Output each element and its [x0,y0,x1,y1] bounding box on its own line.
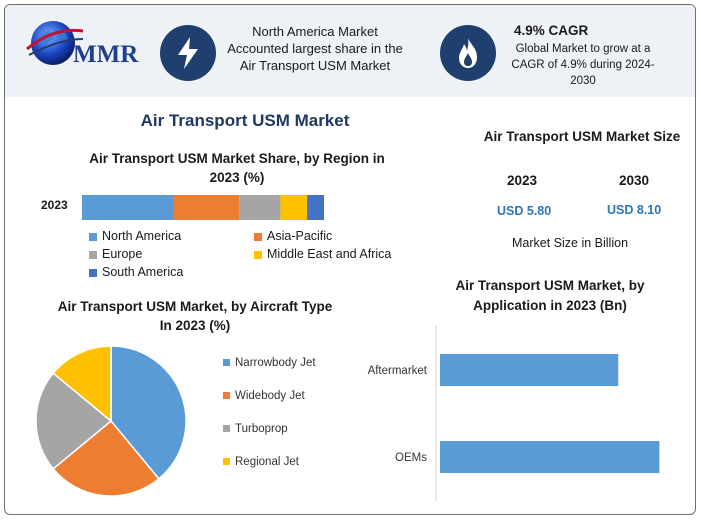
legend-label: North America [102,229,182,243]
legend-label: Narrowbody Jet [235,357,316,369]
lightning-icon [160,25,216,81]
flame-icon [440,25,496,81]
legend-swatch [254,232,262,241]
infographic-frame: MMR North America Market Accounted large… [4,4,696,515]
legend-label: Europe [102,247,143,261]
size-year-2030: 2030 [619,173,650,188]
pie-slice-widebody-jet [52,419,160,497]
application-category-label: OEMs [395,452,427,464]
aircraft-chart-title: Air Transport USM Market, by Aircraft Ty… [57,299,333,333]
application-bar-chart: Aftermarket OEMs [368,325,660,501]
legend-swatch [223,458,230,466]
region-bar-segment-asia-pacific [173,195,240,220]
pie-slice-regional-jet [52,345,112,423]
legend-label: Asia-Pacific [267,229,333,243]
legend-label: Middle East and Africa [267,247,392,261]
application-category-label: Aftermarket [368,365,428,377]
legend-swatch [89,232,97,241]
region-share-note: North America Market Accounted largest s… [227,24,403,73]
legend-label: Widebody Jet [235,390,305,402]
pie-legend-regional: Regional Jet [223,456,299,468]
legend-asia-pacific: Asia-Pacific [254,229,332,243]
logo-text: MMR [73,41,139,68]
pie-legend-widebody: Widebody Jet [223,390,305,402]
region-stacked-bar [82,195,324,220]
logo: MMR [17,13,152,75]
size-value-2023: USD 5.80 [497,204,552,218]
legend-swatch [223,359,230,367]
region-bar-segment-europe [239,195,281,220]
header-band [5,5,695,97]
legend-label: South America [102,265,184,279]
legend-swatch [223,392,230,400]
globe-icon [26,21,84,65]
legend-mea: Middle East and Africa [254,247,391,261]
legend-label: Regional Jet [235,456,299,468]
market-size-title: Air Transport USM Market Size [483,129,681,144]
aircraft-pie-chart [35,345,187,497]
region-bar-segment-middle-east-and-africa [280,195,308,220]
application-bar-aftermarket [440,354,619,386]
pie-legend-turboprop: Turboprop [223,423,288,435]
size-year-2023: 2023 [507,173,538,188]
region-bar-segment-north-america [82,195,174,220]
size-value-2030: USD 8.10 [607,203,662,217]
region-bar-segment-south-america [307,195,324,220]
cagr-note: Global Market to grow at a CAGR of 4.9% … [511,43,655,87]
legend-swatch [223,425,230,433]
application-chart-title: Air Transport USM Market, by Application… [455,278,645,313]
legend-swatch [89,268,97,277]
application-bar-oems [440,441,660,473]
pie-slice-turboprop [35,372,113,470]
cagr-title: 4.9% CAGR [514,23,589,38]
legend-swatch [89,250,97,259]
legend-swatch [254,250,262,259]
legend-south-america: South America [89,265,183,279]
pie-slice-narrowbody-jet [110,345,187,480]
region-chart-title: Air Transport USM Market Share, by Regio… [89,151,385,185]
legend-north-america: North America [89,229,181,243]
legend-label: Turboprop [235,423,288,435]
region-bar-year-label: 2023 [41,198,68,212]
legend-europe: Europe [89,247,142,261]
pie-legend-narrowbody: Narrowbody Jet [223,357,316,369]
size-unit-note: Market Size in Billion [512,236,629,250]
main-title: Air Transport USM Market [140,111,350,130]
